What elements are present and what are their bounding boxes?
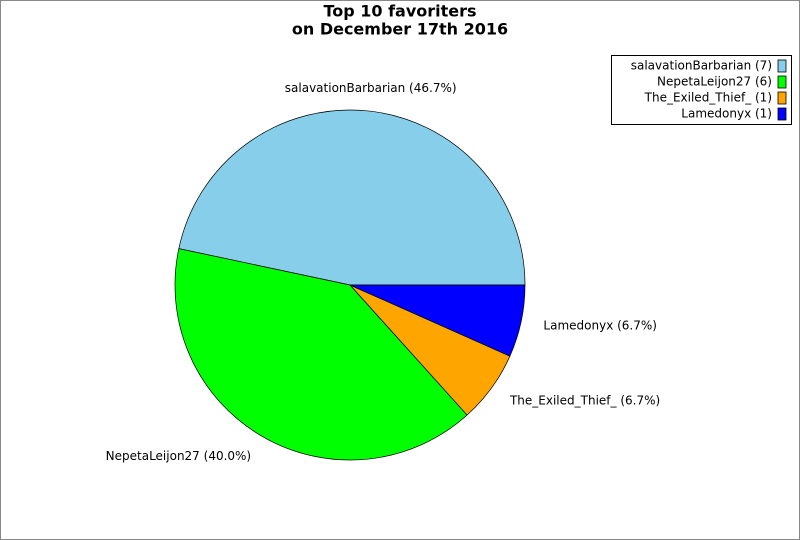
pie-slice (178, 109, 526, 286)
chart-title: Top 10 favoriters (323, 2, 476, 21)
legend-swatch (777, 107, 787, 121)
legend-swatch (777, 75, 787, 89)
slice-label: salavationBarbarian (46.7%) (285, 81, 457, 95)
legend-label: The_Exiled_Thief_ (1) (644, 91, 772, 105)
pie-slice (349, 284, 526, 357)
pie-slice (174, 248, 468, 461)
legend-box (611, 55, 792, 125)
chart-subtitle: on December 17th 2016 (292, 20, 508, 39)
legend-label: salavationBarbarian (7) (631, 59, 772, 73)
slice-label: The_Exiled_Thief_ (6.7%) (509, 394, 660, 408)
legend-swatch (777, 59, 787, 73)
legend-swatch (777, 91, 787, 105)
slice-label: Lamedonyx (6.7%) (543, 319, 657, 333)
slice-label: NepetaLeijon27 (40.0%) (106, 449, 251, 463)
legend-label: Lamedonyx (1) (681, 107, 772, 121)
legend-label: NepetaLeijon27 (6) (657, 75, 772, 89)
